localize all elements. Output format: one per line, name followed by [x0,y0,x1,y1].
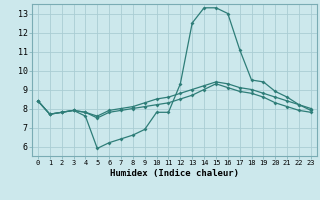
X-axis label: Humidex (Indice chaleur): Humidex (Indice chaleur) [110,169,239,178]
